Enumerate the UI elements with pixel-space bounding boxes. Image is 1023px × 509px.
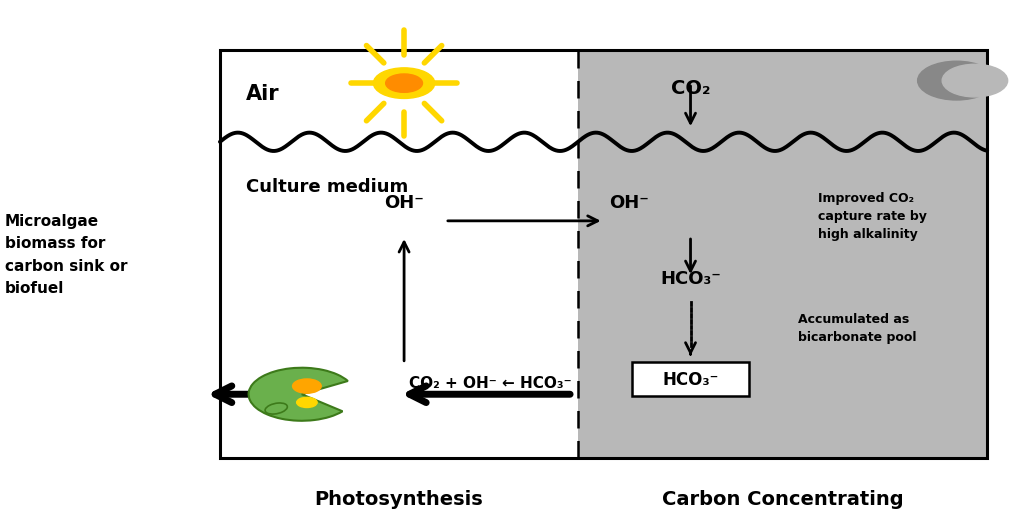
Text: Air: Air <box>246 84 279 104</box>
Bar <box>220 51 987 458</box>
Text: OH⁻: OH⁻ <box>609 193 649 211</box>
Circle shape <box>297 398 317 408</box>
Text: CO₂ + OH⁻ ← HCO₃⁻: CO₂ + OH⁻ ← HCO₃⁻ <box>409 376 572 390</box>
Ellipse shape <box>265 403 287 414</box>
Text: HCO₃⁻: HCO₃⁻ <box>660 270 721 288</box>
Circle shape <box>373 69 435 99</box>
Bar <box>578 51 987 458</box>
Text: Microalgae
biomass for
carbon sink or
biofuel: Microalgae biomass for carbon sink or bi… <box>5 214 128 295</box>
Text: CO₂: CO₂ <box>671 79 710 98</box>
Bar <box>632 362 749 396</box>
Circle shape <box>293 379 321 393</box>
Circle shape <box>918 62 995 101</box>
Text: Culture medium: Culture medium <box>246 178 408 196</box>
Text: Accumulated as
bicarbonate pool: Accumulated as bicarbonate pool <box>798 313 917 344</box>
Text: Carbon Concentrating: Carbon Concentrating <box>662 489 903 507</box>
Text: Improved CO₂
capture rate by
high alkalinity: Improved CO₂ capture rate by high alkali… <box>818 192 927 241</box>
Text: Photosynthesis: Photosynthesis <box>315 489 483 507</box>
Circle shape <box>386 75 422 93</box>
Circle shape <box>942 65 1008 98</box>
Wedge shape <box>249 368 348 421</box>
Text: OH⁻: OH⁻ <box>385 193 424 211</box>
Text: HCO₃⁻: HCO₃⁻ <box>662 370 719 388</box>
